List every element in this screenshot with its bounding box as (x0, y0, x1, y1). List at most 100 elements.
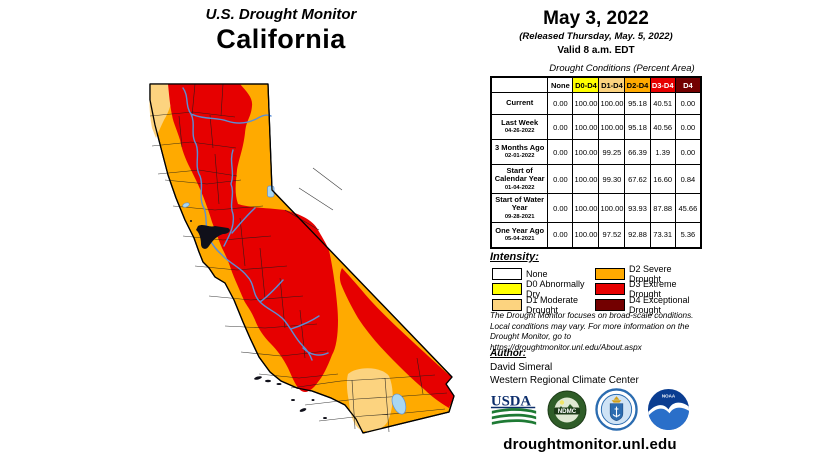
row-label: Last Week 04-26-2022 (490, 114, 549, 140)
column-header-d2-d4: D2-D4 (624, 76, 651, 93)
value-cell: 45.66 (674, 193, 702, 223)
usda-logo-text: USDA (491, 393, 532, 409)
row-label: Current (490, 92, 549, 115)
value-cell: 100.00 (598, 92, 626, 115)
legend-item: D0 Abnormally Dry (492, 279, 595, 299)
row-label: Start of Water Year 09-28-2021 (490, 193, 549, 223)
legend-label: None (526, 268, 548, 279)
rivers (182, 87, 329, 361)
author-heading: Author: (490, 348, 527, 359)
table-row: Start of Calendar Year 01-04-2022 0.00 100.… (490, 164, 702, 194)
author-org: Western Regional Climate Center (490, 375, 639, 386)
value-cell: 100.00 (572, 164, 600, 194)
row-label: 3 Months Ago 02-01-2022 (490, 139, 549, 165)
d3-region-southeast (339, 268, 454, 408)
author-name: David Simeral (490, 362, 553, 373)
value-cell: 0.00 (674, 114, 702, 140)
value-cell: 0.00 (547, 222, 574, 248)
value-cell: 40.56 (649, 114, 676, 140)
d1-region-south (346, 368, 393, 432)
disclaimer-line: The Drought Monitor focuses on broad-sca… (490, 311, 694, 320)
author-block: Author: David Simeral Western Regional C… (490, 347, 639, 387)
value-cell: 100.00 (598, 114, 626, 140)
released-note: (Released Thursday, May. 5, 2022) (519, 30, 673, 42)
row-date: 01-04-2022 (504, 184, 535, 191)
san-francisco-bay (196, 225, 230, 249)
clear-lake (182, 202, 190, 208)
salton-sea (391, 393, 407, 415)
value-cell: 100.00 (572, 92, 600, 115)
info-panel: May 3, 2022 (Released Thursday, May. 5, … (490, 0, 702, 461)
value-cell: 99.25 (598, 139, 626, 165)
value-cell: 40.51 (649, 92, 676, 115)
table-row: Last Week 04-26-2022 0.00 100.00 100.00 95.18… (490, 114, 702, 140)
intensity-heading: Intensity: (490, 251, 539, 263)
value-cell: 66.39 (624, 139, 651, 165)
usda-logo: USDA (490, 393, 537, 425)
value-cell: 100.00 (598, 193, 626, 223)
agency-logos: USDA NDMC (490, 388, 690, 431)
valid-note: Valid 8 a.m. EDT (557, 44, 635, 56)
legend-label: D4 Exceptional Drought (629, 294, 690, 315)
ndmc-logo: NDMC (547, 390, 587, 429)
row-label: One Year Ago 05-04-2021 (490, 222, 549, 248)
legend-swatch-d1 (492, 298, 522, 311)
ndmc-logo-text: NDMC (557, 408, 576, 415)
value-cell: 5.36 (674, 222, 702, 248)
california-drought-map (149, 83, 455, 434)
table-row: 3 Months Ago 02-01-2022 0.00 100.00 99.25 66.… (490, 139, 702, 165)
value-cell: 95.18 (624, 114, 651, 140)
table-caption: Drought Conditions (Percent Area) (549, 63, 695, 74)
conditions-table: None D0-D4 D1-D4 D2-D4 D3-D4 D4 Current 0.00 10… (490, 76, 702, 249)
value-cell: 0.00 (674, 92, 702, 115)
release-date: May 3, 2022 (543, 8, 649, 29)
value-cell: 0.00 (547, 114, 574, 140)
legend-item: D4 Exceptional Drought (595, 294, 704, 315)
d1-region-northwest (149, 84, 175, 138)
conditions-table-head: None D0-D4 D1-D4 D2-D4 D3-D4 D4 (490, 76, 702, 93)
value-cell: 100.00 (572, 222, 600, 248)
legend-item: D2 Severe Drought (595, 264, 704, 284)
table-row: Start of Water Year 09-28-2021 0.00 100.00 1… (490, 193, 702, 223)
value-cell: 92.88 (624, 222, 651, 248)
value-cell: 0.00 (547, 193, 574, 223)
intensity-legend: None D0 Abnormally Dry D1 Moderate Drought… (492, 264, 704, 315)
legend-item: None (492, 266, 595, 282)
legend-item: D3 Extreme Drought (595, 279, 704, 300)
legend-swatch-d4 (595, 298, 625, 311)
footer-link[interactable]: droughtmonitor.unl.edu (503, 436, 677, 453)
legend-label: D3 Extreme Drought (629, 279, 677, 300)
table-row: One Year Ago 05-04-2021 0.00 100.00 97.52 92.… (490, 222, 702, 248)
row-date: 09-28-2021 (504, 213, 535, 220)
value-cell: 0.00 (547, 164, 574, 194)
value-cell: 99.30 (598, 164, 626, 194)
value-cell: 95.18 (624, 92, 651, 115)
legend-swatch-none (492, 267, 522, 280)
date-block: May 3, 2022 (Released Thursday, May. 5, … (490, 8, 702, 56)
value-cell: 100.00 (572, 193, 600, 223)
disclaimer-line: Drought Monitor, go to https://droughtmo… (490, 332, 642, 352)
county-boundaries (149, 83, 448, 433)
value-cell: 73.31 (649, 222, 676, 248)
value-cell: 67.62 (624, 164, 651, 194)
header-corner-cell (490, 76, 549, 93)
column-header-d3-d4: D3-D4 (649, 76, 676, 93)
value-cell: 0.00 (547, 139, 574, 165)
conditions-table-body: Current 0.00 100.00 100.00 95.18 40.51 0.00 Las… (490, 92, 702, 248)
d3-region-central-valley (168, 84, 338, 392)
value-cell: 93.93 (624, 193, 651, 223)
value-cell: 0.00 (547, 92, 574, 115)
column-header-d4: D4 (674, 76, 702, 93)
channel-islands (190, 220, 327, 419)
commerce-logo (595, 388, 639, 431)
state-name-title: California (216, 24, 346, 54)
disclaimer-line: Local conditions may vary. For more info… (490, 321, 690, 331)
legend-swatch-d2 (595, 267, 625, 280)
column-header-d0-d4: D0-D4 (572, 76, 600, 93)
report-title: U.S. Drought Monitor (205, 6, 357, 23)
value-cell: 97.52 (598, 222, 626, 248)
value-cell: 16.60 (649, 164, 676, 194)
value-cell: 100.00 (572, 139, 600, 165)
noaa-logo: NOAA (647, 388, 689, 431)
